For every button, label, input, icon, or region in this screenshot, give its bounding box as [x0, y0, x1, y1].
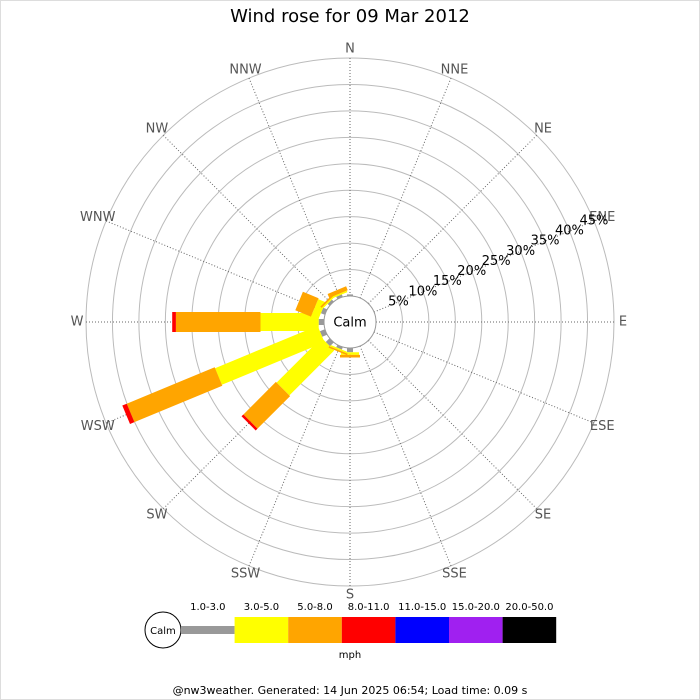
legend-swatch [449, 617, 503, 643]
direction-label: S [346, 588, 354, 603]
bar-segment [318, 319, 324, 325]
ring-label: 35% [531, 234, 560, 249]
legend-label: 8.0-11.0 [348, 602, 390, 613]
direction-label: SE [535, 508, 551, 523]
footer: @nw3weather. Generated: 14 Jun 2025 06:5… [173, 684, 528, 697]
bar-segment [172, 312, 176, 332]
bar-segment [325, 338, 334, 347]
direction-label: W [71, 315, 84, 330]
ring-label: 15% [433, 274, 462, 289]
spoke [248, 77, 341, 299]
bar-segment [336, 294, 343, 300]
direction-label: NNE [441, 62, 469, 77]
legend-swatch [502, 617, 557, 643]
ring-label: 25% [482, 254, 511, 269]
bar-segment [340, 354, 360, 358]
bar-segment [320, 307, 328, 315]
bar-segment [241, 414, 258, 431]
bar-segment [330, 290, 348, 299]
direction-label: NE [534, 121, 552, 136]
spoke [368, 134, 538, 304]
direction-label: NW [146, 121, 169, 136]
direction-label: ESE [590, 419, 615, 434]
bar-segment [330, 345, 348, 354]
legend-label: 3.0-5.0 [244, 602, 279, 613]
direction-label: SSW [231, 567, 261, 582]
bar-segment [260, 313, 319, 331]
legend-swatch [234, 617, 289, 643]
calm-circle [323, 295, 377, 349]
grid-ring [111, 83, 589, 561]
ring-label: 5% [388, 294, 409, 309]
legend-swatch [288, 617, 342, 643]
bar-segment [311, 299, 326, 319]
spoke [368, 340, 538, 510]
grid-ring [138, 110, 562, 534]
legend-swatch [181, 626, 235, 634]
ring-label: 30% [506, 244, 535, 259]
bar-segment [215, 325, 325, 385]
ring-label: 40% [555, 224, 584, 239]
chart-title: Wind rose for 09 Mar 2012 [230, 6, 470, 27]
legend-label: 20.0-50.0 [505, 602, 553, 613]
direction-label: E [619, 315, 627, 330]
direction-label: N [345, 42, 355, 57]
legend-label: 11.0-15.0 [398, 602, 446, 613]
bar-segment [276, 337, 335, 396]
bar-segment [175, 312, 261, 332]
direction-label: WNW [80, 210, 116, 225]
ring-label: 20% [457, 264, 486, 279]
legend-swatch [341, 617, 396, 643]
legend-label: 15.0-20.0 [452, 602, 500, 613]
legend-label: 5.0-8.0 [297, 602, 332, 613]
bar-segment [327, 299, 334, 306]
legend-swatch [395, 617, 449, 643]
spoke [373, 331, 595, 424]
legend-calm-label: Calm [150, 626, 176, 637]
legend-label: 1.0-3.0 [190, 602, 225, 613]
spoke [162, 134, 332, 304]
spoke [105, 220, 327, 313]
grid-ring [164, 136, 536, 508]
direction-label: SSE [442, 567, 467, 582]
bar-segment [243, 381, 291, 429]
spoke [359, 345, 452, 567]
spoke [359, 77, 452, 299]
calm-label: Calm [333, 316, 366, 331]
spoke [373, 220, 595, 313]
bar-segment [327, 286, 348, 298]
ring-label: 45% [579, 213, 608, 228]
direction-label: NNW [229, 62, 261, 77]
legend-title: mph [339, 650, 361, 661]
bar-segment [347, 348, 353, 353]
direction-label: ENE [589, 210, 615, 225]
spoke [248, 345, 341, 567]
bar-segment [295, 291, 319, 317]
bar-segment [328, 346, 348, 356]
bar-segment [122, 403, 135, 424]
direction-label: SW [146, 508, 167, 523]
ring-label: 10% [408, 284, 437, 299]
bar-segment [336, 344, 343, 350]
direction-label: WSW [81, 419, 115, 434]
bar-segment [126, 367, 223, 423]
